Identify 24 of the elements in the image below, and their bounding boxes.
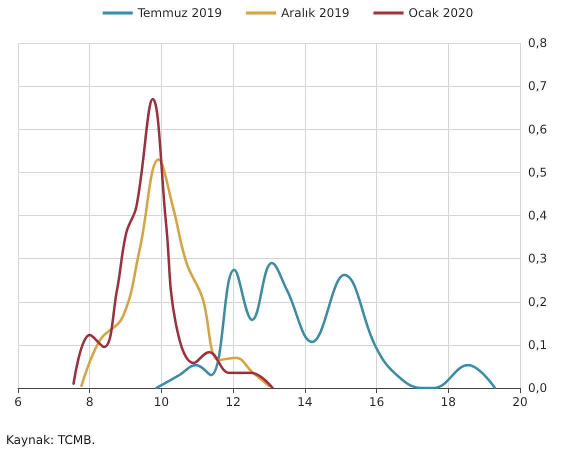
y-tick-label: 0,5: [528, 165, 548, 180]
x-tick-label: 10: [154, 395, 170, 409]
y-tick-label: 0,1: [528, 338, 548, 352]
y-tick-label: 0,3: [528, 252, 548, 266]
x-tick-label: 8: [86, 395, 94, 409]
x-tick-label: 12: [226, 395, 241, 409]
y-tick-label: 0,0: [528, 381, 548, 395]
line-series: [80, 158, 270, 388]
x-tick-label: 16: [368, 395, 384, 409]
x-tick-label: 18: [440, 395, 456, 409]
x-tick-label: 6: [14, 395, 22, 409]
x-tick-label: 20: [512, 395, 528, 409]
text: Kaynak: TCMB.: [6, 433, 96, 447]
y-tick-label: 0,8: [528, 36, 548, 50]
y-tick-label: 0,7: [528, 79, 548, 94]
legend-label: Aralık 2019: [281, 6, 350, 20]
legend-label: Ocak 2020: [408, 6, 474, 20]
legend-label: Temmuz 2019: [136, 6, 222, 20]
line-series: [72, 98, 274, 390]
y-tick-label: 0,6: [528, 122, 548, 136]
y-tick-label: 0,4: [528, 208, 548, 222]
x-tick-label: 14: [297, 395, 312, 409]
y-tick-label: 0,2: [528, 294, 548, 309]
line-series: [155, 262, 496, 390]
